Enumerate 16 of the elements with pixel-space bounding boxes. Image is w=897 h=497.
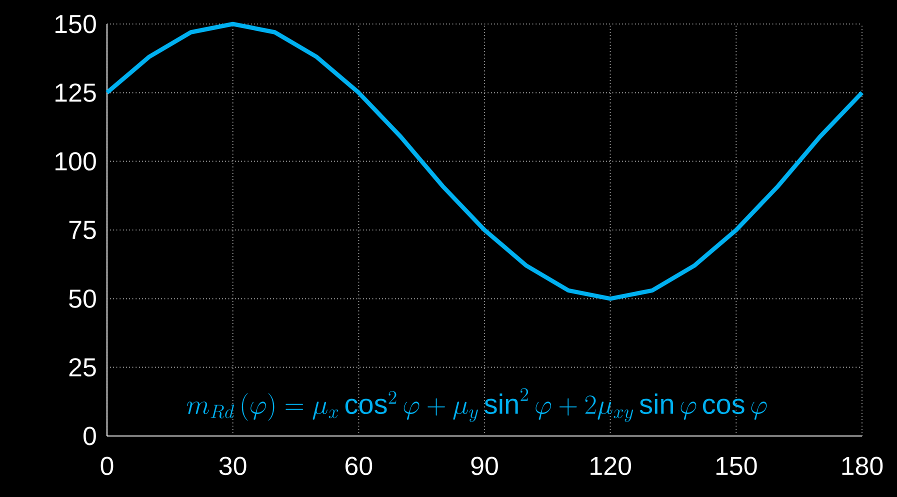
x-tick-label: 30 [219,456,246,476]
x-tick-label: 0 [100,456,114,476]
y-tick-label: 100 [56,152,96,171]
x-tick-label: 60 [346,456,372,476]
line-series [104,22,864,301]
x-tick-label: 90 [471,456,498,476]
y-tick-label: 125 [56,83,96,102]
x-tick-label: 120 [590,456,632,476]
x-tick-label: 180 [842,456,883,476]
y-tick-label: 50 [69,289,96,308]
annotation: $m_{Rd}\left(\varphi\right)=\mu_x\cos^2\varphi+\mu_y\sin^2\varphi+2\mu_{xy}\sin\varphi\cos\varphi$ [186,388,767,422]
y-tick-label: 0 [84,426,96,446]
x-tick-label: 150 [716,456,757,476]
y-tick-label: 25 [69,358,96,377]
y-tick-label: 150 [56,14,96,34]
y-tick-label: 75 [69,220,96,240]
